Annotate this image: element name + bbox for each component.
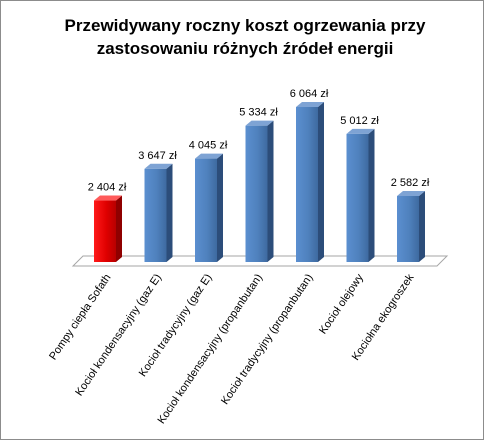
bar-top-face	[296, 102, 324, 108]
bar-front-face	[94, 200, 116, 262]
bar-front-face	[296, 107, 318, 263]
bar-front-face	[195, 158, 217, 262]
category-label: Kocioł olejowy	[317, 272, 366, 337]
bar-side-face	[368, 128, 375, 262]
bar	[397, 191, 425, 262]
bar-data-label: 5 012 zł	[340, 115, 379, 127]
chart-title-line-2: zastosowaniu różnych źródeł energii	[97, 39, 394, 58]
bar-front-face	[346, 133, 369, 262]
bar-front-face	[144, 168, 167, 262]
bar-data-label: 4 045 zł	[189, 140, 228, 152]
category-label: Kocioł kondensacyjny (propanbutan)	[156, 272, 265, 426]
bar-side-face	[116, 195, 122, 262]
bar-front-face	[245, 125, 268, 262]
bar-side-face	[217, 153, 223, 262]
bar-side-face	[318, 102, 324, 263]
bar	[94, 195, 122, 262]
chart-title-line-1: Przewidywany roczny koszt ogrzewania prz…	[65, 16, 426, 35]
bar-data-label: 3 647 zł	[138, 150, 177, 162]
bar-top-face	[195, 153, 223, 159]
bar	[144, 163, 173, 262]
bar-top-face	[245, 120, 274, 126]
category-label: Kocioł kondensacyjny (gaz E)	[73, 272, 164, 398]
chart-title: Przewidywany roczny koszt ogrzewania prz…	[65, 16, 426, 58]
bar	[346, 128, 375, 262]
bar	[245, 120, 274, 262]
bar-top-face	[94, 195, 122, 201]
bar-data-label: 2 404 zł	[88, 182, 127, 194]
bar-top-face	[144, 163, 173, 169]
bar-side-face	[267, 120, 274, 262]
bar-data-label: 5 334 zł	[239, 107, 278, 119]
bar-data-label: 2 582 zł	[391, 177, 430, 189]
bar-side-face	[419, 191, 425, 262]
bar	[195, 153, 223, 262]
bar-top-face	[346, 128, 375, 134]
category-label: Kocioł tradycyjny (propanbutan)	[219, 272, 315, 407]
bar	[296, 102, 324, 263]
bar-data-label: 6 064 zł	[290, 88, 329, 100]
bar-side-face	[166, 163, 173, 262]
bars-layer	[94, 102, 425, 263]
bar-top-face	[397, 191, 425, 197]
data-labels-layer: 2 404 zł 3 647 zł 4 045 zł 5 334 zł 6 064 zł…	[88, 88, 430, 194]
bar-front-face	[397, 196, 419, 262]
